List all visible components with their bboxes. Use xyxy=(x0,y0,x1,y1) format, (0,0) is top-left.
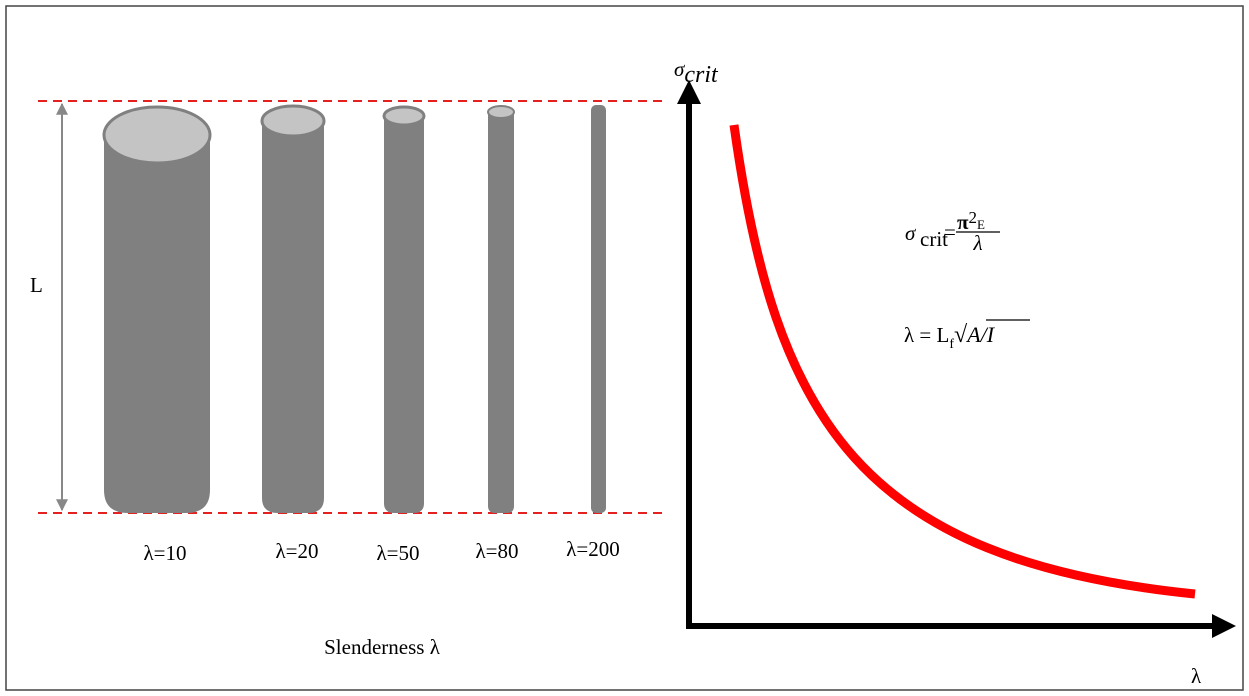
y-axis-label: σcrit xyxy=(674,57,719,88)
column-top xyxy=(384,107,424,125)
y-subscript: crit xyxy=(684,62,719,88)
column-label: λ=200 xyxy=(566,537,620,561)
column-top xyxy=(488,106,514,118)
column xyxy=(104,135,210,513)
column xyxy=(488,112,514,513)
column-top xyxy=(104,107,210,163)
length-label: L xyxy=(30,273,43,297)
lhs: λ = L xyxy=(904,323,949,347)
diagram: L λ=10 λ=20 λ=50 λ=80 λ=200 Slenderness … xyxy=(0,0,1249,696)
x-axis-label: λ xyxy=(1191,664,1202,688)
column-label: λ=80 xyxy=(475,539,518,563)
formula-symbol: σ xyxy=(905,221,917,245)
column xyxy=(384,116,424,513)
column-label: λ=20 xyxy=(275,539,318,563)
column xyxy=(262,121,324,513)
columns xyxy=(104,105,606,513)
column-top xyxy=(262,106,324,136)
formula-denominator: λ xyxy=(972,231,982,255)
exponent: 2 xyxy=(969,208,978,227)
column-label: λ=50 xyxy=(376,541,419,565)
radicand: A/I xyxy=(965,322,996,347)
numerator-tail: E xyxy=(977,217,985,232)
column-label: λ=10 xyxy=(143,541,186,565)
pi: π xyxy=(957,210,969,234)
column xyxy=(591,105,606,513)
formula-equals: = xyxy=(944,220,956,244)
radical: √ xyxy=(954,322,968,348)
caption: Slenderness λ xyxy=(324,635,441,659)
curve xyxy=(734,125,1195,594)
x-arrow xyxy=(1212,614,1236,638)
formula-slenderness: λ = Lf√A/I xyxy=(904,322,996,352)
